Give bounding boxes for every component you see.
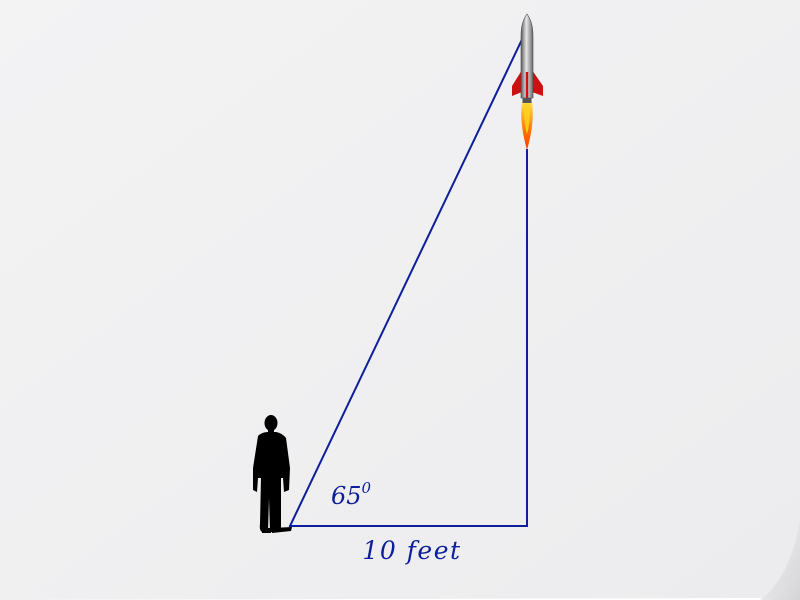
angle-label: 650 [331,479,372,510]
paper-curl-shadow [760,520,800,600]
rocket-fin-right [532,70,543,96]
degree-symbol: 0 [362,479,372,497]
angle-value: 65 [331,482,362,510]
triangle [288,27,529,528]
hypotenuse-line [288,27,529,528]
person-silhouette-icon [253,415,292,533]
rocket-icon [512,13,543,150]
rocket-fin-left [512,70,522,96]
base-length-label: 10 feet [362,536,461,565]
